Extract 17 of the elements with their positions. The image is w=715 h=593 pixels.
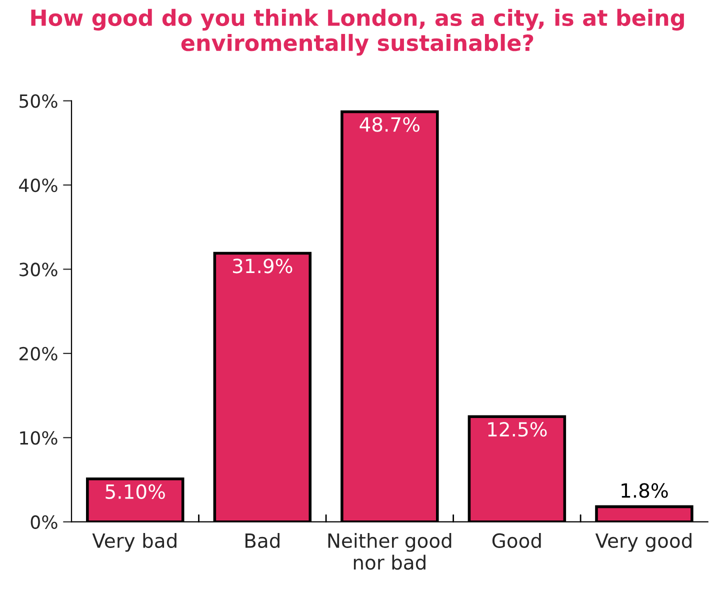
x-tick-label: Very good bbox=[595, 532, 692, 552]
y-tick-label: 20% bbox=[19, 346, 58, 361]
x-tick-label: Very bad bbox=[92, 532, 176, 552]
chart-title: How good do you think London, as a city, is at being enviromentally sustainable? bbox=[31, 8, 684, 56]
x-tick-label: Good bbox=[492, 532, 541, 548]
y-tick-label: 0% bbox=[30, 515, 58, 529]
y-tick-label: 50% bbox=[20, 94, 58, 108]
data-label: 1.8% bbox=[622, 483, 668, 498]
y-tick-label: 30% bbox=[20, 262, 58, 276]
data-label: 12.5% bbox=[488, 422, 547, 437]
data-label: 31.9% bbox=[233, 258, 292, 274]
x-tick-label: Neither good nor bad bbox=[328, 532, 452, 570]
data-label: 48.7% bbox=[360, 117, 420, 132]
data-label: 5.10% bbox=[106, 484, 165, 499]
y-tick-label: 10% bbox=[20, 431, 58, 445]
x-tick-label: Bad bbox=[246, 532, 280, 548]
y-tick-label: 40% bbox=[19, 178, 58, 192]
